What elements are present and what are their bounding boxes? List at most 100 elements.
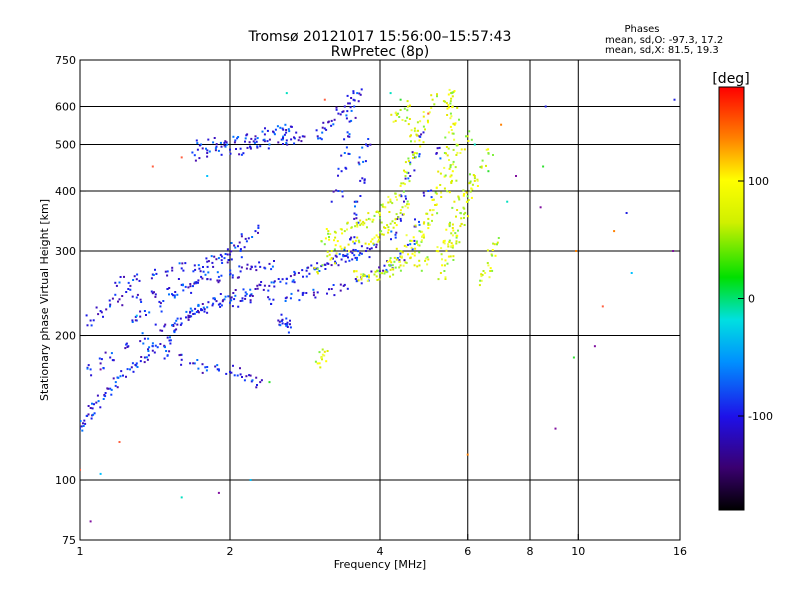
data-point [440,247,443,250]
data-point [87,364,90,367]
data-point [476,179,479,182]
data-point [467,140,470,142]
data-point [355,258,358,261]
data-point [480,275,483,278]
data-point [189,285,192,288]
data-point [447,104,450,107]
data-point [487,264,490,267]
data-point [459,225,462,228]
data-point [301,293,304,296]
data-point [366,275,369,278]
data-point [370,270,373,273]
data-point [251,295,254,297]
data-point [333,239,335,242]
data-point [391,264,394,267]
x-tick-label: 1 [77,545,84,558]
data-point [283,133,286,136]
data-point [399,252,402,255]
data-point [303,135,306,138]
data-point [447,93,450,96]
data-point [214,147,217,150]
data-point [205,257,208,260]
data-point [172,325,175,327]
data-point [114,381,117,384]
data-point [343,248,346,251]
data-point [434,191,437,194]
data-point [153,351,156,354]
data-point [445,102,448,105]
data-point [405,197,407,200]
data-point [406,206,409,209]
data-point [426,119,429,122]
data-point [132,279,135,281]
data-point [456,209,459,211]
data-point [435,250,438,252]
data-point [220,145,223,148]
data-point [332,190,335,193]
data-point [327,230,330,233]
data-point [189,283,192,285]
data-point [80,425,83,428]
data-point [387,231,390,234]
data-point [282,137,284,139]
data-point [340,154,343,157]
data-point [249,145,251,148]
data-point [388,264,391,267]
data-point [154,295,157,298]
y-axis-label: Stationary phase Virtual Height [km] [38,199,51,401]
data-point [399,98,402,101]
data-point [233,244,236,247]
data-point [430,189,433,192]
data-point [409,175,412,177]
data-point [268,143,271,146]
data-point [100,358,103,361]
data-point [394,218,397,221]
data-point [201,309,204,312]
x-tick-label: 4 [377,545,384,558]
data-point [406,203,408,206]
data-point [316,272,319,275]
data-point [147,354,150,357]
data-point [220,255,223,258]
data-point [320,240,323,243]
data-point [198,157,201,160]
data-point [442,100,445,103]
data-point [356,200,359,203]
data-point [353,105,356,108]
data-point [280,313,283,316]
data-point [320,356,323,359]
x-tick-label: 8 [527,545,534,558]
data-point [267,289,270,292]
data-point [330,200,333,203]
data-point [410,239,413,242]
data-point [418,251,421,254]
data-point [441,264,444,267]
data-point [390,230,393,233]
data-point [353,200,356,203]
data-point [126,346,129,348]
data-point [244,137,247,140]
data-point [422,111,425,113]
data-point [337,190,340,192]
data-point [277,141,280,144]
data-point [366,145,369,148]
data-point [469,190,472,193]
data-point [368,276,370,279]
data-point [350,109,353,112]
data-point [451,206,454,209]
data-point [102,367,105,369]
data-point [420,239,423,242]
data-point [179,353,182,356]
data-point [422,235,425,238]
data-point [198,144,201,147]
data-point [267,296,270,299]
data-point [424,257,427,260]
data-point [285,317,288,320]
data-point [245,267,248,270]
data-point [382,269,385,272]
data-point [413,251,416,254]
data-point [122,374,124,377]
data-point [193,282,196,285]
data-point [393,222,396,224]
data-point [385,268,388,271]
